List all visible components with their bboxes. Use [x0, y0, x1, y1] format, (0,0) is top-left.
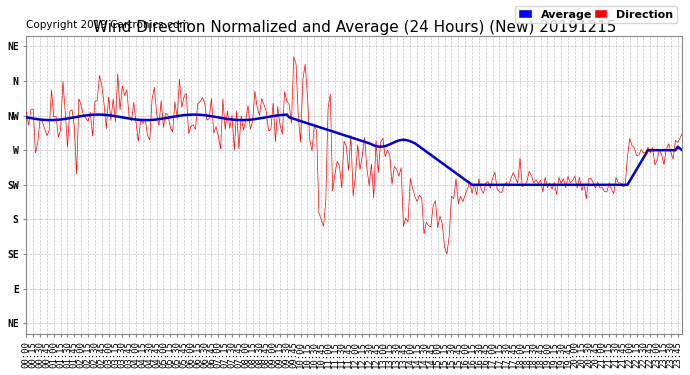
Text: Copyright 2019 Cartronics.com: Copyright 2019 Cartronics.com	[26, 20, 190, 30]
Legend: Average, Direction: Average, Direction	[515, 6, 677, 23]
Title: Wind Direction Normalized and Average (24 Hours) (New) 20191215: Wind Direction Normalized and Average (2…	[92, 20, 616, 35]
